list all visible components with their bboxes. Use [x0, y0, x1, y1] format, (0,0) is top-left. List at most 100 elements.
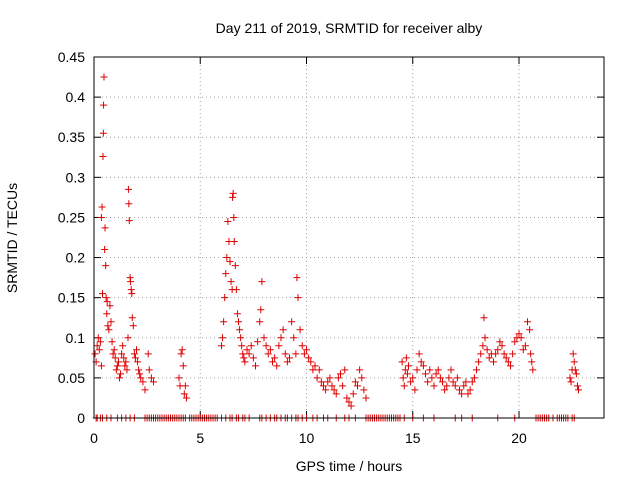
- data-point: [175, 374, 183, 382]
- grid-lines: [94, 57, 604, 418]
- data-point: [498, 342, 506, 350]
- data-point: [296, 326, 304, 334]
- data-point: [237, 334, 245, 342]
- data-point: [341, 366, 349, 374]
- data-point: [100, 101, 108, 109]
- data-point: [271, 354, 279, 362]
- data-point: [100, 73, 108, 81]
- data-point: [220, 318, 228, 326]
- data-point: [529, 366, 537, 374]
- data-point: [122, 358, 130, 366]
- data-point: [150, 378, 157, 386]
- data-point: [326, 374, 334, 382]
- data-point: [144, 350, 152, 358]
- data-point: [98, 203, 106, 211]
- data-point: [277, 334, 285, 342]
- data-point: [415, 350, 423, 358]
- data-point: [358, 374, 366, 382]
- data-point: [402, 354, 410, 362]
- data-point: [112, 366, 120, 374]
- data-point: [528, 358, 536, 366]
- data-point: [570, 358, 578, 366]
- data-point: [315, 366, 323, 374]
- y-tick-label: 0.35: [58, 129, 85, 145]
- data-point: [260, 334, 268, 342]
- data-point: [180, 390, 188, 398]
- data-point: [107, 318, 115, 326]
- data-point: [468, 378, 476, 386]
- data-point: [230, 238, 238, 246]
- data-point: [443, 382, 451, 390]
- data-point: [475, 358, 483, 366]
- data-point: [399, 374, 407, 382]
- data-point: [230, 213, 238, 221]
- data-point: [105, 326, 113, 334]
- data-point: [103, 310, 111, 318]
- data-point: [283, 358, 291, 366]
- data-point: [432, 370, 440, 378]
- data-point: [521, 342, 529, 350]
- data-point: [509, 350, 517, 358]
- data-point: [147, 374, 155, 382]
- data-point: [124, 334, 132, 342]
- data-point: [303, 346, 310, 354]
- data-point: [470, 374, 478, 382]
- data-point: [479, 342, 487, 350]
- x-tick-label: 10: [299, 430, 315, 446]
- data-point: [113, 362, 121, 370]
- data-point: [128, 290, 136, 298]
- data-point: [460, 382, 468, 390]
- data-point: [362, 394, 370, 402]
- data-point: [133, 346, 140, 354]
- data-point: [219, 334, 227, 342]
- data-point: [125, 217, 133, 225]
- data-point: [519, 346, 527, 354]
- data-point: [224, 217, 232, 225]
- x-tick-label: 0: [90, 430, 98, 446]
- data-point: [95, 346, 103, 354]
- data-point: [343, 394, 351, 402]
- data-point: [428, 374, 436, 382]
- data-point: [124, 185, 132, 193]
- data-point: [109, 350, 117, 358]
- y-tick-label: 0.3: [66, 169, 86, 185]
- data-point: [281, 350, 289, 358]
- data-point: [298, 342, 306, 350]
- y-tick-label: 0.4: [66, 89, 86, 105]
- data-point: [275, 342, 283, 350]
- data-point: [398, 358, 406, 366]
- data-point: [288, 318, 296, 326]
- data-point: [526, 326, 534, 334]
- data-point: [424, 378, 432, 386]
- data-point: [439, 378, 446, 386]
- data-point: [249, 354, 257, 362]
- data-point: [102, 262, 110, 270]
- data-point: [223, 254, 231, 262]
- data-point: [313, 374, 321, 382]
- data-point: [103, 298, 111, 306]
- data-point: [108, 338, 116, 346]
- data-point: [572, 370, 580, 378]
- data-point: [130, 350, 138, 358]
- data-point: [349, 390, 357, 398]
- data-point: [229, 189, 237, 197]
- data-point: [240, 354, 248, 362]
- data-point: [229, 193, 237, 201]
- data-point: [116, 374, 123, 382]
- data-point: [311, 362, 319, 370]
- data-point: [238, 342, 246, 350]
- data-point: [236, 326, 244, 334]
- x-tick-label: 20: [511, 430, 527, 446]
- data-point: [351, 378, 359, 386]
- data-point: [106, 302, 114, 310]
- data-point: [569, 350, 577, 358]
- y-tick-label: 0.45: [58, 49, 85, 65]
- data-point: [417, 358, 425, 366]
- data-point: [290, 334, 298, 342]
- data-point: [266, 346, 274, 354]
- data-point: [257, 306, 265, 314]
- data-point: [129, 322, 137, 330]
- data-point: [221, 294, 229, 302]
- data-point: [241, 358, 249, 366]
- data-point: [456, 386, 463, 394]
